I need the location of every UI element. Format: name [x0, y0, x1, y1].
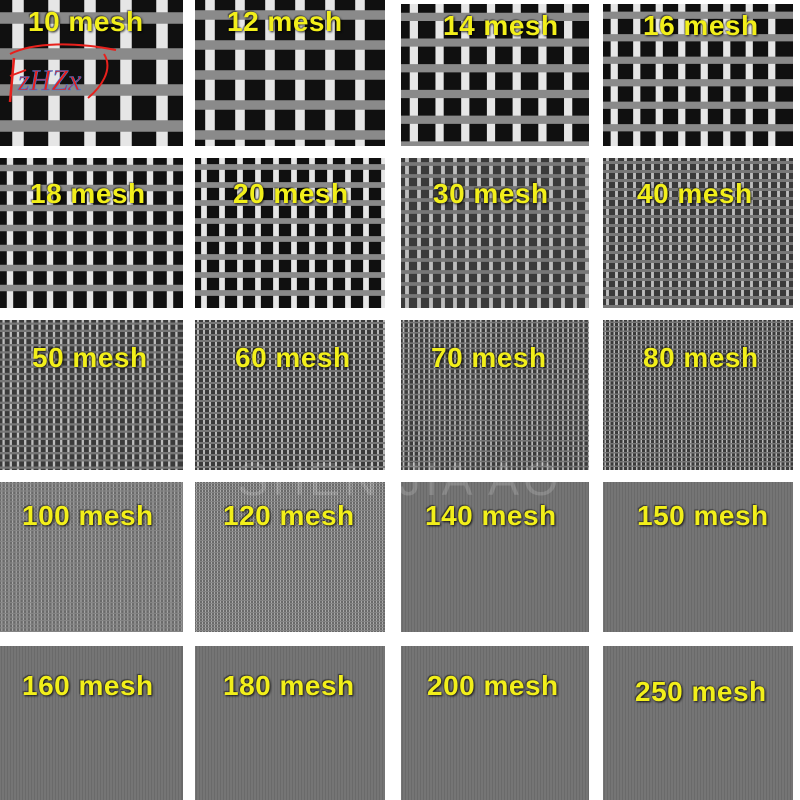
mesh-texture: [401, 320, 589, 470]
mesh-tile-40: 40 mesh: [603, 158, 793, 308]
mesh-tile-10: 10 mesh: [0, 0, 183, 146]
mesh-texture: [401, 4, 589, 146]
wire-weave: [603, 482, 793, 632]
mesh-label: 60 mesh: [235, 342, 351, 373]
mesh-label: 140 mesh: [425, 500, 557, 531]
mesh-label: 250 mesh: [635, 676, 767, 707]
mesh-tile-120: 120 mesh: [195, 482, 385, 632]
mesh-label: 120 mesh: [223, 500, 355, 531]
wire-weave: [0, 482, 183, 632]
wire-weave: [401, 158, 589, 308]
wire-weave: [195, 158, 385, 308]
wire-weave: [603, 4, 793, 146]
mesh-label: 80 mesh: [643, 342, 759, 373]
wire-weave: [195, 482, 385, 632]
mesh-label: 12 mesh: [227, 6, 343, 37]
wire-weave: [401, 320, 589, 470]
wire-weave: [401, 4, 589, 146]
mesh-label: 70 mesh: [431, 342, 547, 373]
wire-weave: [603, 320, 793, 470]
wire-weave: [195, 320, 385, 470]
mesh-label: 200 mesh: [427, 670, 559, 701]
mesh-tile-16: 16 mesh: [603, 4, 793, 146]
mesh-tile-70: 70 mesh: [401, 320, 589, 470]
wire-weave: [603, 646, 793, 800]
mesh-label: 100 mesh: [22, 500, 154, 531]
mesh-texture: [603, 320, 793, 470]
mesh-label: 14 mesh: [443, 10, 559, 41]
mesh-label: 160 mesh: [22, 670, 154, 701]
mesh-label: 180 mesh: [223, 670, 355, 701]
mesh-tile-80: 80 mesh: [603, 320, 793, 470]
mesh-texture: [195, 158, 385, 308]
mesh-tile-250: 250 mesh: [603, 646, 793, 800]
mesh-tile-12: 12 mesh: [195, 0, 385, 146]
mesh-texture: [195, 0, 385, 146]
mesh-label: 150 mesh: [637, 500, 769, 531]
mesh-tile-140: 140 mesh: [401, 482, 589, 632]
mesh-texture: [0, 482, 183, 632]
mesh-tile-14: 14 mesh: [401, 4, 589, 146]
wire-weave: [195, 0, 385, 146]
mesh-tile-150: 150 mesh: [603, 482, 793, 632]
mesh-tile-100: 100 mesh: [0, 482, 183, 632]
wire-weave: [603, 158, 793, 308]
wire-weave: [0, 158, 183, 308]
mesh-texture: [603, 158, 793, 308]
mesh-tile-18: 18 mesh: [0, 158, 183, 308]
mesh-label: 18 mesh: [30, 178, 146, 209]
mesh-tile-30: 30 mesh: [401, 158, 589, 308]
mesh-label: 30 mesh: [433, 178, 549, 209]
wire-weave: [0, 646, 183, 800]
mesh-texture: [0, 646, 183, 800]
mesh-texture: [401, 158, 589, 308]
wire-weave: [0, 320, 183, 470]
mesh-texture: [195, 482, 385, 632]
mesh-tile-20: 20 mesh: [195, 158, 385, 308]
mesh-texture: [0, 320, 183, 470]
wire-weave: [401, 646, 589, 800]
mesh-label: 40 mesh: [637, 178, 753, 209]
mesh-tile-60: 60 mesh: [195, 320, 385, 470]
mesh-texture: [401, 482, 589, 632]
mesh-texture: [603, 482, 793, 632]
mesh-texture: [195, 646, 385, 800]
mesh-tile-200: 200 mesh: [401, 646, 589, 800]
mesh-tile-160: 160 mesh: [0, 646, 183, 800]
mesh-texture: [0, 158, 183, 308]
mesh-label: 16 mesh: [643, 10, 759, 41]
mesh-texture: [603, 4, 793, 146]
mesh-tile-50: 50 mesh: [0, 320, 183, 470]
mesh-texture: [195, 320, 385, 470]
mesh-texture: [603, 646, 793, 800]
wire-weave: [195, 646, 385, 800]
wire-weave: [401, 482, 589, 632]
mesh-texture: [401, 646, 589, 800]
mesh-label: 10 mesh: [28, 6, 144, 37]
mesh-label: 50 mesh: [32, 342, 148, 373]
mesh-label: 20 mesh: [233, 178, 349, 209]
mesh-tile-180: 180 mesh: [195, 646, 385, 800]
